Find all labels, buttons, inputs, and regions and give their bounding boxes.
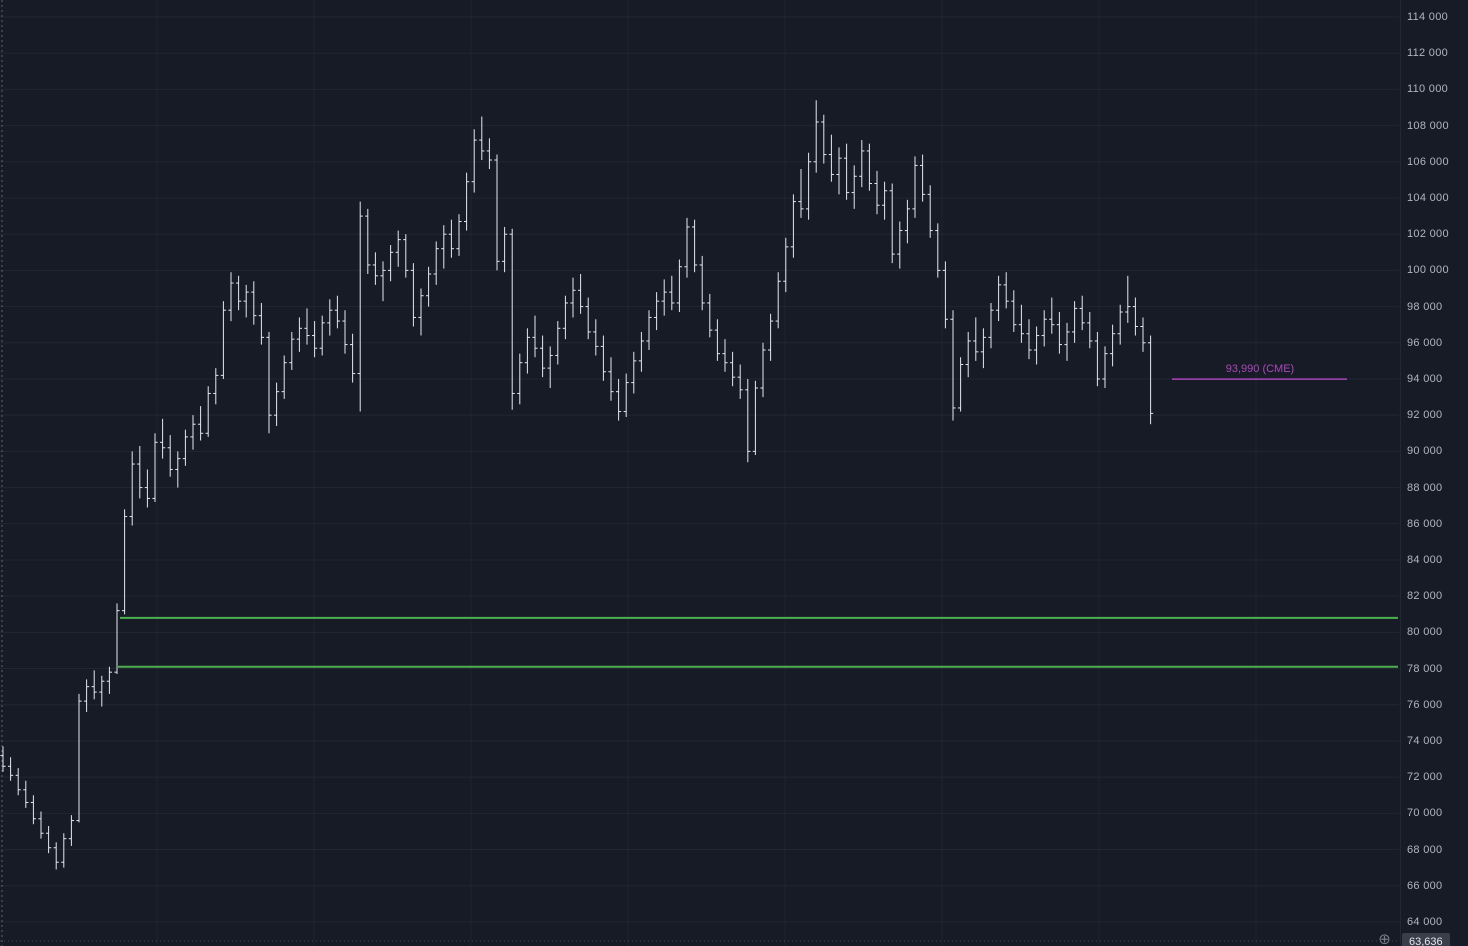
price-axis-label: 66 000 [1407,879,1443,892]
price-axis-label: 94 000 [1407,372,1443,385]
price-axis-label: 86 000 [1407,517,1443,530]
price-axis-label: 80 000 [1407,626,1443,639]
price-axis-label: 72 000 [1407,771,1443,784]
price-axis-label: 114 000 [1407,11,1449,23]
price-chart[interactable] [0,0,1400,946]
price-axis-label: 78 000 [1407,662,1443,675]
price-axis-label: 68 000 [1407,843,1443,856]
last-price-badge: 63,636 [1402,933,1450,946]
price-axis-label: 84 000 [1407,553,1443,566]
price-axis-label: 64 000 [1407,915,1443,928]
price-axis-label: 82 000 [1407,590,1443,603]
price-axis-label: 76 000 [1407,698,1443,711]
price-axis-label: 110 000 [1407,83,1449,96]
ohlc-bars [0,100,1154,870]
plus-circle-icon[interactable]: ⊕ [1378,931,1391,946]
price-axis-label: 108 000 [1407,119,1449,132]
price-axis-label: 100 000 [1407,264,1449,277]
price-axis-label: 102 000 [1407,228,1449,241]
price-axis-label: 70 000 [1407,807,1443,820]
price-axis-label: 104 000 [1407,191,1449,204]
price-axis-label: 96 000 [1407,336,1443,349]
price-axis-label: 106 000 [1407,155,1449,168]
price-axis-label: 90 000 [1407,445,1443,458]
price-axis-label: 92 000 [1407,409,1443,422]
price-axis[interactable]: 114 000 112 000 110 000 108 000 106 000 104 0… [1400,0,1468,946]
grid [0,16,1399,923]
price-axis-label: 74 000 [1407,734,1443,747]
price-axis-label: 88 000 [1407,481,1443,494]
price-axis-label: 98 000 [1407,300,1443,313]
price-axis-label: 112 000 [1407,47,1449,60]
